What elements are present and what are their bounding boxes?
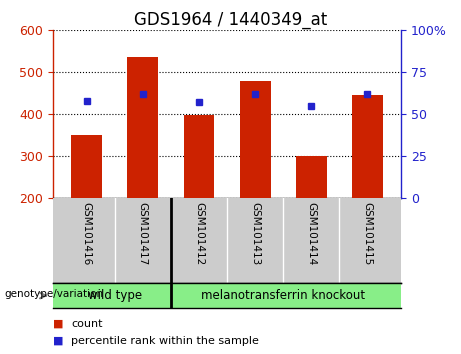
Text: genotype/variation: genotype/variation	[5, 289, 104, 299]
Text: GSM101416: GSM101416	[82, 202, 92, 266]
Text: percentile rank within the sample: percentile rank within the sample	[71, 336, 260, 346]
Text: GSM101413: GSM101413	[250, 202, 260, 266]
Bar	[71, 135, 102, 198]
Text: melanotransferrin knockout: melanotransferrin knockout	[201, 289, 365, 302]
Text: wild type: wild type	[88, 289, 142, 302]
Bar	[183, 115, 214, 198]
Text: GDS1964 / 1440349_at: GDS1964 / 1440349_at	[134, 11, 327, 29]
Bar	[127, 57, 158, 198]
Bar	[240, 81, 271, 198]
Bar	[352, 95, 383, 198]
Bar	[296, 156, 327, 198]
Text: ■: ■	[53, 336, 64, 346]
Text: GSM101417: GSM101417	[138, 202, 148, 266]
Text: GSM101412: GSM101412	[194, 202, 204, 266]
Text: GSM101414: GSM101414	[306, 202, 316, 266]
Text: ■: ■	[53, 319, 64, 329]
Text: GSM101415: GSM101415	[362, 202, 372, 266]
Text: count: count	[71, 319, 103, 329]
